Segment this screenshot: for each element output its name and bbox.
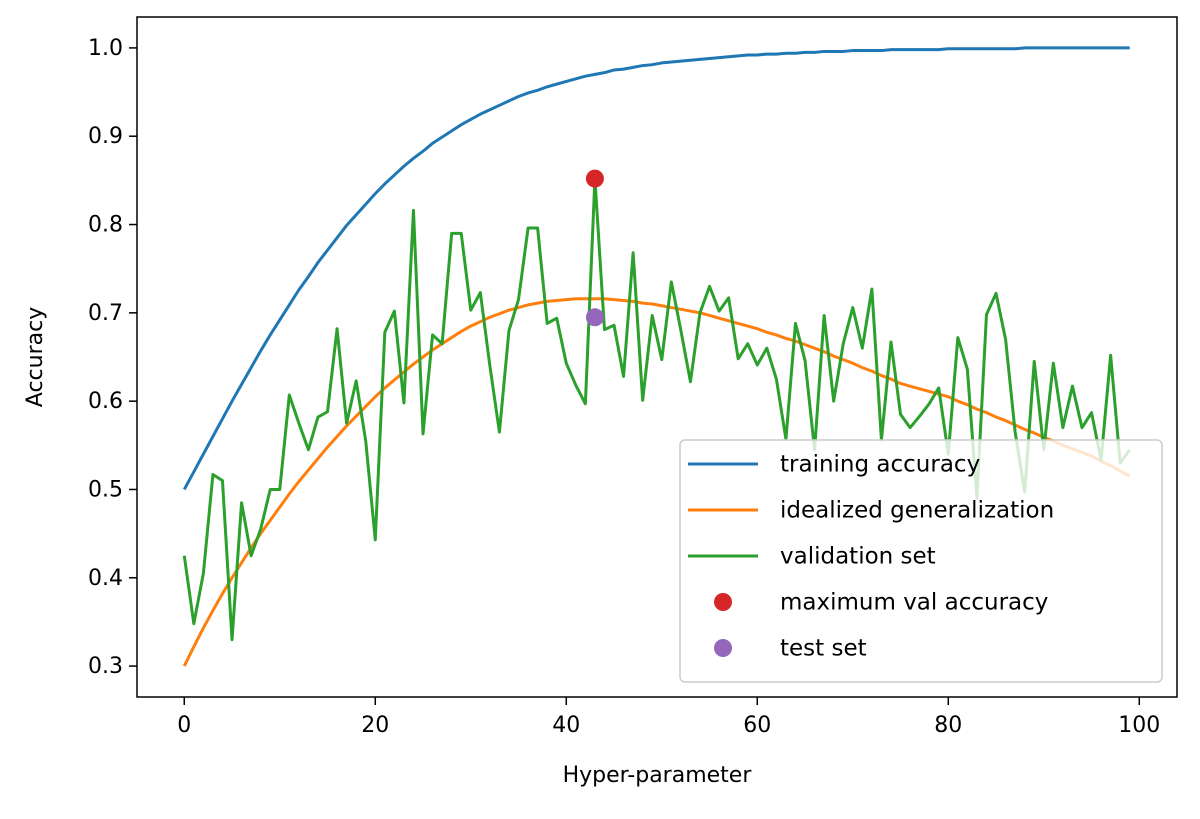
- legend-label: test set: [780, 636, 867, 662]
- point: [585, 308, 604, 327]
- point: [585, 169, 604, 188]
- y-tick-label: 0.7: [88, 301, 123, 326]
- legend-marker: [714, 593, 732, 611]
- legend-label: idealized generalization: [780, 498, 1054, 524]
- line: [182, 46, 1130, 491]
- legend-label: training accuracy: [780, 452, 980, 478]
- y-tick-label: 0.5: [88, 477, 123, 502]
- y-tick-label: 0.9: [88, 124, 123, 149]
- legend-box: [679, 439, 1163, 683]
- x-tick-label: 100: [1118, 713, 1160, 738]
- line: [182, 177, 1131, 642]
- x-tick-label: 80: [934, 713, 962, 738]
- x-tick-label: 40: [552, 713, 580, 738]
- line: [182, 297, 1131, 667]
- x-axis-label: Hyper-parameter: [563, 763, 753, 788]
- legend-marker: [714, 639, 732, 657]
- y-tick-label: 0.6: [88, 389, 123, 414]
- legend-label: validation set: [780, 544, 936, 570]
- y-tick-label: 1.0: [88, 36, 123, 61]
- y-axis-label: Accuracy: [23, 307, 48, 407]
- x-tick-label: 0: [177, 713, 191, 738]
- x-tick-label: 20: [361, 713, 389, 738]
- plot-frame: [136, 16, 1178, 698]
- legend: training accuracy idealized generalizatio…: [679, 439, 1163, 683]
- x-tick-label: 60: [743, 713, 771, 738]
- y-tick-label: 0.3: [88, 654, 123, 679]
- y-tick-label: 0.8: [88, 213, 123, 238]
- y-tick-label: 0.4: [88, 566, 123, 591]
- legend-label: maximum val accuracy: [780, 590, 1048, 616]
